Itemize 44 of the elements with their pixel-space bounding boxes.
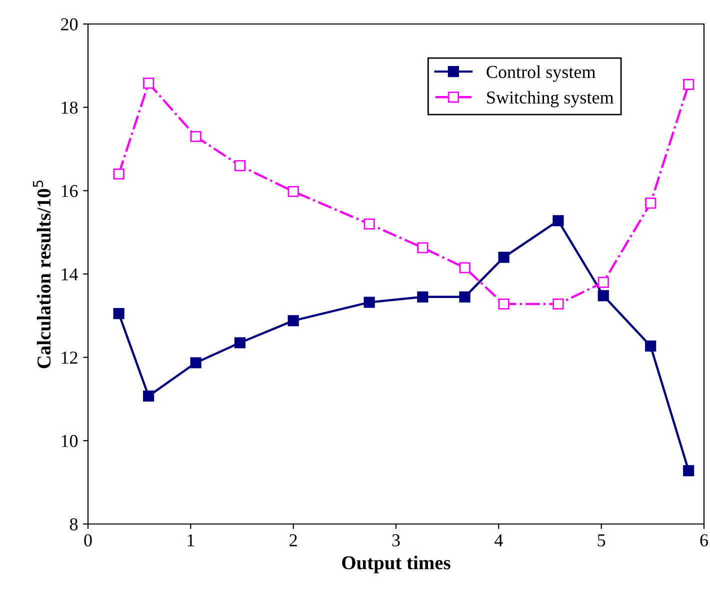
point: [552, 215, 564, 226]
point: [113, 308, 124, 320]
point: [143, 78, 154, 89]
point: [498, 298, 510, 310]
point: [364, 296, 375, 308]
point: [683, 465, 694, 476]
point: [143, 390, 154, 402]
x-tick-label: 1: [188, 534, 194, 546]
y-tick-label: 18: [62, 102, 78, 114]
x-axis-title: Output times: [342, 556, 450, 574]
point: [459, 262, 470, 274]
point: [417, 242, 428, 254]
legend-label: Switching system: [487, 90, 614, 108]
point: [288, 315, 299, 326]
point: [234, 337, 246, 348]
point: [417, 291, 428, 302]
point: [645, 198, 656, 209]
y-axis-title: Calculation results/10$^{5}$: [33, 180, 51, 368]
x-tick-label: 2: [290, 534, 297, 546]
point: [364, 218, 375, 230]
x-tick-label: 6: [700, 534, 708, 546]
point: [190, 130, 202, 142]
point: [113, 168, 124, 180]
x-tick-label: 5: [598, 534, 606, 546]
point: [552, 298, 564, 310]
point: [645, 340, 656, 352]
point: [288, 186, 299, 198]
y-tick-label: 16: [62, 184, 78, 198]
point: [190, 357, 202, 368]
point: [459, 291, 470, 302]
point: [598, 276, 609, 288]
y-tick-label: 8: [70, 518, 78, 530]
y-tick-label: 14: [62, 268, 78, 280]
point: [683, 78, 694, 90]
point: [598, 290, 609, 302]
y-tick-label: 12: [62, 352, 78, 364]
point: [498, 252, 510, 263]
y-tick-label: 20: [61, 18, 78, 30]
x-tick-label: 0: [84, 534, 92, 546]
point: [234, 160, 246, 172]
x-tick-label: 4: [494, 534, 503, 546]
legend-label: Control system: [486, 65, 596, 82]
y-tick-label: 10: [62, 434, 78, 448]
x-tick-label: 3: [392, 534, 400, 546]
